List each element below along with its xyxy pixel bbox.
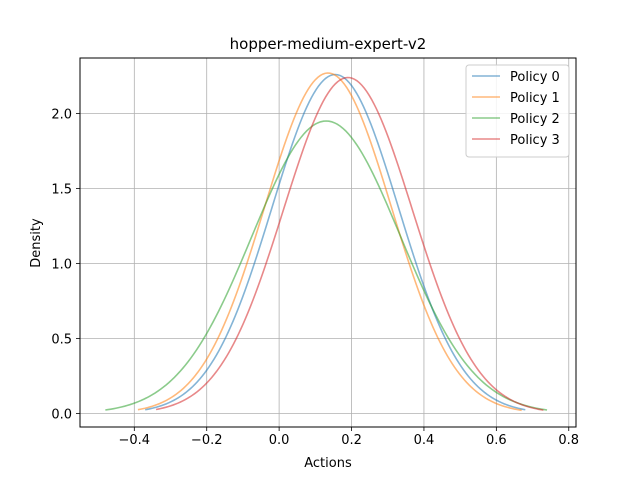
legend-label: Policy 3 <box>510 133 560 148</box>
x-tick-label: 0.2 <box>341 433 362 448</box>
plot-frame <box>79 57 577 428</box>
x-tick-label: 0.0 <box>269 433 290 448</box>
legend-box <box>465 64 570 158</box>
y-tick-label: 0.5 <box>51 333 72 348</box>
x-tick-label: −0.2 <box>191 433 223 448</box>
series-line-policy-3 <box>155 76 544 411</box>
grid <box>80 58 576 427</box>
series-line-policy-1 <box>137 72 522 412</box>
legend-label: Policy 0 <box>510 70 560 85</box>
legend: Policy 0 Policy 1 Policy 2 Policy 3 <box>465 64 570 158</box>
x-tick-label: −0.4 <box>119 433 151 448</box>
y-tick-label: 0.0 <box>51 408 72 423</box>
series-line-policy-2 <box>105 120 548 411</box>
x-axis-label: Actions <box>304 456 352 471</box>
y-tick-label: 1.5 <box>51 183 72 198</box>
series-lines <box>105 72 548 412</box>
legend-label: Policy 2 <box>510 112 560 127</box>
y-tick-label: 1.0 <box>51 258 72 273</box>
x-tick-label: 0.8 <box>558 433 579 448</box>
y-axis-label: Density <box>29 218 44 268</box>
chart-title: hopper-medium-expert-v2 <box>230 35 427 53</box>
y-tick-label: 2.0 <box>51 108 72 123</box>
x-tick-label: 0.6 <box>486 433 507 448</box>
axis-ticks: −0.4 −0.2 0.0 0.2 0.4 0.6 0.8 0.0 0.5 1.0 1.5 2.0 <box>51 108 579 449</box>
x-tick-label: 0.4 <box>414 433 435 448</box>
legend-label: Policy 1 <box>510 91 560 106</box>
